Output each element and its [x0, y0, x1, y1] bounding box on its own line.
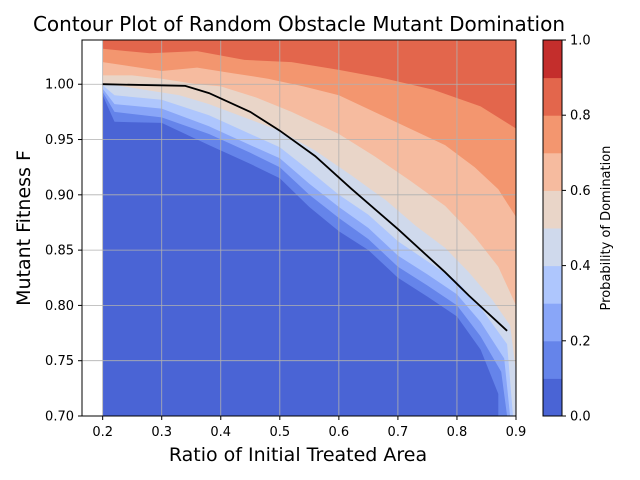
y-tick-label: 0.70 [45, 410, 74, 425]
colorbar-segment [543, 378, 562, 417]
x-tick-label: 0.4 [210, 425, 231, 440]
colorbar-segment [543, 265, 562, 304]
y-tick-label: 0.85 [45, 244, 74, 259]
colorbar [542, 39, 563, 417]
y-tick-label: 0.75 [45, 354, 74, 369]
domination-boundary-line [102, 83, 508, 332]
colorbar-segment [543, 152, 562, 191]
colorbar-tick-label: 0.6 [570, 184, 591, 199]
x-axis-label: Ratio of Initial Treated Area [169, 444, 427, 466]
colorbar-segment [543, 228, 562, 267]
y-tick-label: 0.90 [45, 188, 74, 203]
x-tick-label: 0.2 [92, 425, 113, 440]
colorbar-segment [543, 340, 562, 379]
colorbar-tick-label: 1.0 [570, 34, 591, 49]
x-tick-label: 0.9 [506, 425, 527, 440]
y-tick-label: 0.80 [45, 299, 74, 314]
contour-region-0.0 [82, 95, 499, 416]
y-tick-label: 0.95 [45, 133, 74, 148]
x-tick-label: 0.7 [388, 425, 409, 440]
y-tick-label: 1.00 [45, 78, 74, 93]
colorbar-segment [543, 190, 562, 229]
no-data-margin [82, 40, 103, 416]
y-axis-ticks: 0.70 0.75 0.80 0.85 0.90 0.95 1.00 [45, 78, 82, 425]
colorbar-frame [542, 39, 563, 417]
y-axis-label: Mutant Fitness F [13, 150, 35, 306]
plot-area [82, 40, 516, 416]
colorbar-segment [543, 40, 562, 79]
x-tick-label: 0.3 [151, 425, 172, 440]
x-tick-label: 0.8 [447, 425, 468, 440]
colorbar-segment [543, 77, 562, 116]
colorbar-tick-label: 0.8 [570, 109, 591, 124]
colorbar-tick-label: 0.0 [570, 410, 591, 425]
plot-frame [81, 39, 517, 417]
chart-title: Contour Plot of Random Obstacle Mutant D… [33, 12, 565, 36]
colorbar-segment [543, 303, 562, 342]
x-tick-label: 0.6 [329, 425, 350, 440]
contour-regions [82, 40, 516, 416]
colorbar-label: Probability of Domination [599, 146, 614, 311]
x-tick-label: 0.5 [269, 425, 290, 440]
colorbar-tick-label: 0.4 [570, 259, 591, 274]
colorbar-ticks: 0.0 0.2 0.4 0.6 0.8 1.0 [562, 34, 591, 425]
colorbar-segment [543, 115, 562, 154]
colorbar-tick-label: 0.2 [570, 334, 591, 349]
x-axis-ticks: 0.2 0.3 0.4 0.5 0.6 0.7 0.8 0.9 [92, 416, 526, 440]
